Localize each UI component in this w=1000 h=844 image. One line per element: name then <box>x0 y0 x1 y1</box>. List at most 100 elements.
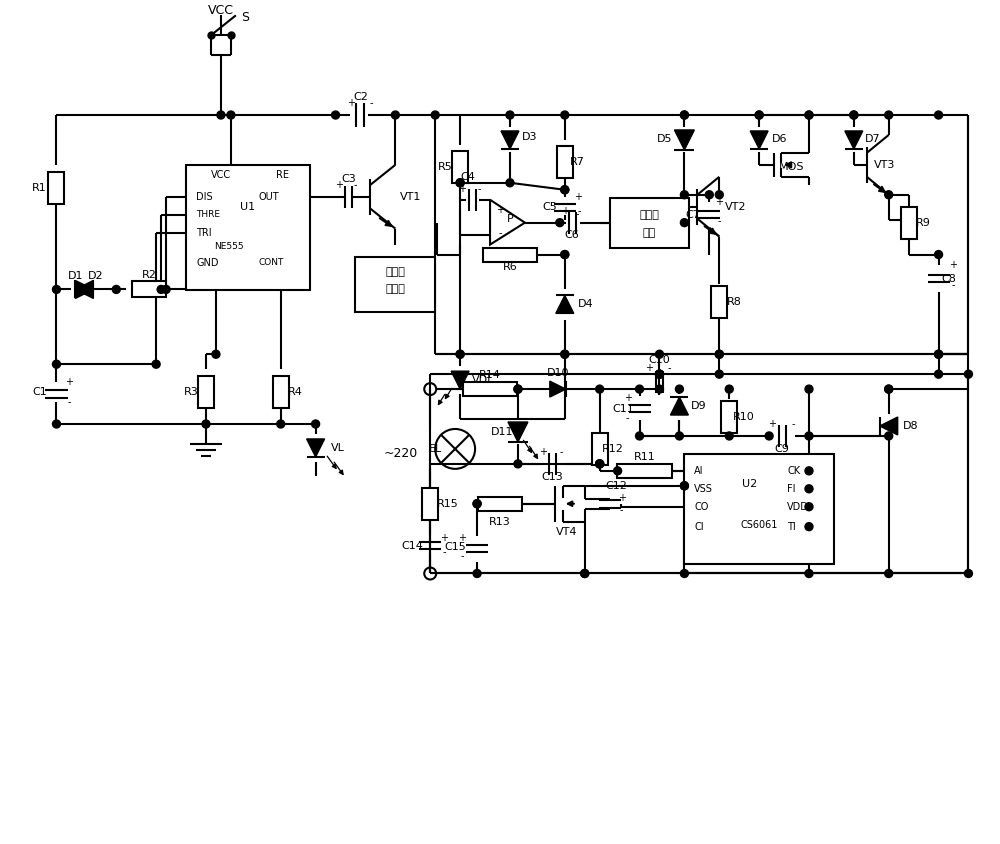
Circle shape <box>561 251 569 258</box>
Circle shape <box>456 179 464 187</box>
Circle shape <box>473 500 481 508</box>
Text: R12: R12 <box>602 444 624 454</box>
Circle shape <box>680 219 688 227</box>
Text: R15: R15 <box>437 499 459 509</box>
Text: C15: C15 <box>444 542 466 552</box>
Text: VT3: VT3 <box>874 160 895 170</box>
Circle shape <box>112 285 120 294</box>
Circle shape <box>885 385 893 393</box>
Circle shape <box>162 285 170 294</box>
Text: R1: R1 <box>32 183 47 192</box>
Text: FI: FI <box>787 484 796 494</box>
Text: 脉冲调: 脉冲调 <box>385 268 405 278</box>
Bar <box>186 165 310 290</box>
Text: GND: GND <box>196 257 219 268</box>
Polygon shape <box>674 130 694 150</box>
Text: -: - <box>791 419 795 429</box>
Polygon shape <box>556 295 574 313</box>
Circle shape <box>52 360 60 368</box>
Circle shape <box>614 467 622 475</box>
Text: +: + <box>950 259 958 269</box>
Text: +: + <box>768 419 776 429</box>
Polygon shape <box>670 397 688 415</box>
Circle shape <box>561 186 569 194</box>
Text: R10: R10 <box>733 412 755 422</box>
Text: CS6061: CS6061 <box>740 520 778 530</box>
Circle shape <box>456 350 464 358</box>
Text: +: + <box>496 205 504 214</box>
Text: -: - <box>620 505 623 515</box>
Text: -: - <box>477 184 481 194</box>
Circle shape <box>755 111 763 119</box>
Text: +: + <box>347 98 355 108</box>
Text: D8: D8 <box>903 421 918 431</box>
Polygon shape <box>307 439 325 457</box>
Circle shape <box>655 371 663 378</box>
Text: D2: D2 <box>88 272 103 282</box>
Text: R7: R7 <box>570 157 585 167</box>
Text: -: - <box>718 216 721 225</box>
Text: C14: C14 <box>401 541 423 550</box>
Text: D10: D10 <box>547 368 569 378</box>
Circle shape <box>655 385 663 393</box>
Text: VSS: VSS <box>694 484 713 494</box>
Circle shape <box>152 360 160 368</box>
Circle shape <box>805 111 813 119</box>
Bar <box>610 197 689 247</box>
Circle shape <box>680 111 688 119</box>
Circle shape <box>805 503 813 511</box>
Text: CO: CO <box>694 501 709 511</box>
Text: S: S <box>241 11 249 24</box>
Text: VDD: VDD <box>787 501 809 511</box>
Circle shape <box>277 420 285 428</box>
Text: C4: C4 <box>461 172 476 181</box>
Circle shape <box>514 385 522 393</box>
Circle shape <box>596 460 604 468</box>
Circle shape <box>964 570 972 577</box>
Text: R14: R14 <box>479 371 501 380</box>
Circle shape <box>561 251 569 258</box>
Text: RE: RE <box>276 170 289 180</box>
Text: C8: C8 <box>941 274 956 284</box>
Bar <box>452 151 468 183</box>
Circle shape <box>885 191 893 198</box>
Circle shape <box>473 500 481 508</box>
Text: R3: R3 <box>184 387 198 397</box>
Text: -: - <box>498 228 502 238</box>
Polygon shape <box>508 422 528 442</box>
Text: +: + <box>618 493 626 503</box>
Circle shape <box>227 111 235 119</box>
Circle shape <box>805 385 813 393</box>
Text: R13: R13 <box>489 517 511 527</box>
Text: -: - <box>68 397 71 407</box>
Circle shape <box>52 285 60 294</box>
Text: VT2: VT2 <box>725 202 747 212</box>
Text: D5: D5 <box>657 134 672 144</box>
Text: TI: TI <box>787 522 796 532</box>
Circle shape <box>885 570 893 577</box>
Circle shape <box>725 432 733 440</box>
Text: C10: C10 <box>649 355 670 365</box>
Circle shape <box>680 111 688 119</box>
Text: D4: D4 <box>578 300 593 310</box>
Circle shape <box>561 350 569 358</box>
Text: D1: D1 <box>68 272 83 282</box>
Text: AI: AI <box>694 466 704 476</box>
Text: EL: EL <box>429 444 442 454</box>
Circle shape <box>636 385 644 393</box>
Text: MOS: MOS <box>779 162 805 172</box>
Circle shape <box>332 111 340 119</box>
Text: +: + <box>646 363 654 373</box>
Circle shape <box>636 432 644 440</box>
Circle shape <box>805 484 813 493</box>
Text: C2: C2 <box>353 92 368 102</box>
Text: VDL: VDL <box>472 375 494 385</box>
Text: D6: D6 <box>772 134 788 144</box>
Circle shape <box>765 432 773 440</box>
Bar <box>132 281 166 297</box>
Circle shape <box>680 191 688 198</box>
Text: +: + <box>561 206 569 216</box>
Bar <box>711 286 727 318</box>
Polygon shape <box>550 381 566 397</box>
Circle shape <box>581 570 589 577</box>
